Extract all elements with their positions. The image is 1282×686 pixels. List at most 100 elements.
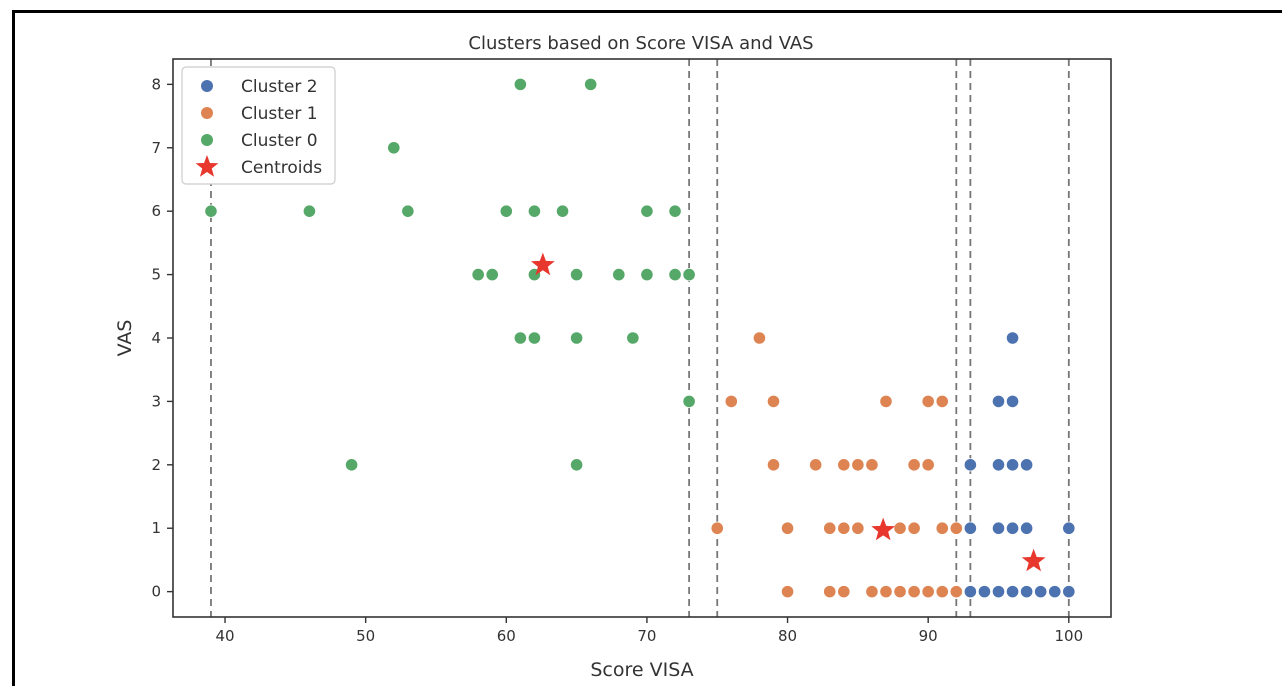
y-tick-label: 4 [151,329,161,347]
data-point [865,458,879,472]
y-tick-label: 0 [151,583,161,601]
data-point [879,394,893,409]
y-tick-label: 8 [151,75,161,93]
centroid-star [530,252,555,276]
data-point [837,458,851,472]
legend-label: Cluster 0 [241,131,318,151]
series-cluster-1 [710,331,963,599]
data-point [513,77,527,91]
x-tick-label: 50 [356,627,375,645]
legend-item-cluster-1: Cluster 1 [201,104,318,124]
data-point [344,458,359,472]
y-axis-ticks: 0 1 2 3 4 5 6 7 8 [151,75,173,601]
y-tick-label: 7 [151,139,161,157]
data-point [991,585,1006,599]
series-cluster-2 [963,331,1076,599]
data-point [471,267,485,282]
legend-label: Cluster 2 [241,77,318,97]
data-point [991,521,1006,535]
chart-title: Clusters based on Score VISA and VAS [468,33,813,54]
legend-dot-icon [201,80,213,92]
x-tick-label: 80 [778,627,797,645]
data-point [584,77,598,91]
legend-item-centroids: Centroids [195,155,322,178]
data-point [1005,331,1020,345]
data-point [1020,458,1034,472]
data-point [1020,585,1034,599]
data-point [907,458,921,472]
y-tick-label: 3 [151,392,161,410]
data-point [302,204,317,218]
legend-dot-icon [201,107,213,119]
data-point [963,521,977,535]
data-point [837,521,851,535]
data-point [963,458,977,472]
data-point [780,521,795,535]
legend-item-cluster-2: Cluster 2 [201,77,318,97]
data-point [387,141,401,155]
data-point [766,458,781,472]
data-point [823,585,837,599]
data-point [935,394,949,409]
data-point [1034,585,1048,599]
x-tick-label: 100 [1054,627,1083,645]
data-point [626,331,640,345]
data-point [780,585,795,599]
data-point [837,585,851,599]
y-tick-label: 5 [151,266,161,284]
data-point [991,394,1006,409]
data-points [204,77,1076,599]
data-point [682,267,696,282]
data-point [1005,585,1020,599]
reference-lines [210,59,1070,617]
data-point [963,585,977,599]
data-point [935,521,949,535]
data-point [1005,521,1020,535]
x-axis-label: Score VISA [590,659,693,681]
data-point [879,585,893,599]
data-point [640,204,654,218]
centroid-star [871,517,896,541]
data-point [570,267,584,282]
data-point [499,204,513,218]
centroid-star [1021,548,1046,572]
data-point [766,394,781,409]
data-point [865,585,879,599]
data-point [991,458,1006,472]
data-point [851,521,865,535]
series-centroids [530,252,1046,572]
data-point [204,204,218,218]
data-point [851,458,865,472]
data-point [1048,585,1062,599]
data-point [752,331,767,345]
data-point [977,585,992,599]
data-point [1005,394,1020,409]
data-point [1005,458,1020,472]
data-point [921,458,935,472]
y-axis-label: VAS [114,320,136,357]
data-point [823,521,837,535]
x-tick-label: 60 [497,627,516,645]
data-point [612,267,626,282]
legend-label: Cluster 1 [241,104,318,124]
data-point [949,521,963,535]
data-point [907,521,921,535]
legend-box [181,66,336,185]
data-point [527,204,542,218]
legend-star-icon [195,155,219,177]
data-point [570,458,584,472]
legend-item-cluster-0: Cluster 0 [201,131,318,151]
y-tick-label: 1 [151,519,161,537]
series-cluster-0 [204,77,696,472]
data-point [1062,585,1076,599]
x-axis-ticks: 40 50 60 70 80 90 100 [215,617,1083,645]
legend-label: Centroids [241,158,322,178]
data-point [921,394,935,409]
data-point [513,331,527,345]
x-tick-label: 90 [919,627,938,645]
data-point [401,204,415,218]
data-point [921,585,935,599]
data-point [682,394,696,409]
